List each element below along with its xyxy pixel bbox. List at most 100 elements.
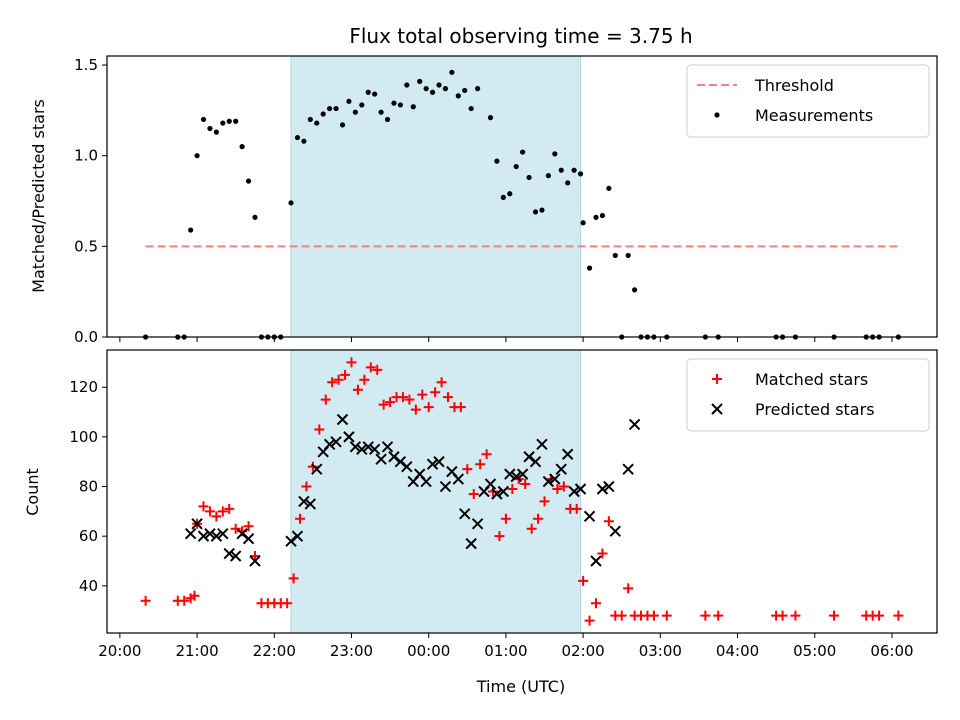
data-point (545, 173, 551, 179)
data-point (593, 214, 599, 220)
axes-frame (106, 55, 938, 338)
data-point (571, 167, 577, 173)
data-point (558, 167, 564, 173)
data-point (874, 610, 885, 621)
data-point (468, 105, 474, 112)
data-point (426, 458, 439, 470)
data-point (500, 194, 506, 201)
data-point (417, 389, 428, 400)
axes-frame (106, 349, 938, 634)
data-point (365, 89, 371, 95)
data-point (455, 93, 461, 99)
data-point (603, 516, 614, 527)
data-point (417, 78, 423, 84)
data-point (356, 443, 368, 456)
data-point (533, 513, 544, 524)
data-point (291, 530, 304, 542)
data-point (552, 151, 558, 157)
data-point (616, 610, 627, 621)
data-point (497, 485, 510, 498)
data-point (462, 87, 468, 94)
data-point (603, 480, 615, 493)
data-point (623, 583, 634, 594)
data-point (532, 209, 539, 215)
data-point (648, 610, 659, 621)
data-point (455, 402, 466, 413)
data-point (301, 138, 307, 144)
data-point (555, 463, 567, 475)
data-point (352, 384, 363, 395)
data-point (491, 488, 503, 500)
data-point (596, 483, 609, 495)
data-point (311, 463, 323, 475)
legend-label: Threshold (754, 76, 834, 95)
x-tick-label: 21:00 (175, 642, 218, 660)
data-point (516, 468, 529, 480)
data-point (700, 610, 711, 621)
data-point (288, 573, 299, 584)
data-point (333, 374, 344, 385)
data-point (200, 116, 207, 123)
data-point (336, 413, 349, 426)
data-point (423, 86, 429, 92)
data-point (442, 86, 449, 92)
legend-marker (712, 374, 722, 384)
data-point (282, 598, 293, 609)
data-point (631, 287, 638, 293)
data-point (452, 473, 465, 485)
series-matched-stars (140, 357, 904, 626)
legend-marker (711, 403, 723, 415)
x-tick-label: 01:00 (484, 642, 527, 660)
data-point (597, 548, 608, 559)
data-point (513, 163, 519, 170)
data-point (372, 364, 383, 375)
data-point (529, 456, 542, 468)
data-point (423, 402, 434, 413)
data-point (397, 102, 403, 108)
legend-marker (714, 112, 720, 118)
legend-label: Matched stars (755, 370, 868, 389)
data-point (194, 153, 200, 159)
data-point (359, 102, 365, 108)
data-point (249, 551, 260, 562)
data-point (471, 518, 484, 530)
data-point (243, 521, 254, 532)
data-point (204, 527, 216, 540)
data-point (239, 144, 245, 150)
data-point (404, 394, 415, 405)
data-point (388, 451, 400, 463)
data-point (327, 105, 333, 112)
data-point (230, 523, 241, 534)
data-point (539, 207, 545, 213)
legend-label: Measurements (755, 106, 873, 125)
data-point (184, 527, 197, 540)
data-point (204, 506, 215, 517)
data-point (210, 530, 223, 542)
data-point (520, 149, 526, 155)
data-point (307, 116, 313, 123)
data-point (330, 436, 342, 448)
x-tick-label: 02:00 (562, 642, 605, 660)
data-point (571, 503, 582, 514)
data-point (343, 431, 355, 443)
data-point (568, 485, 580, 498)
data-point (295, 513, 306, 524)
data-point (333, 105, 339, 112)
data-point (378, 399, 389, 410)
data-point (294, 134, 301, 141)
data-point (430, 387, 441, 398)
data-point (410, 404, 421, 415)
data-point (368, 443, 381, 456)
data-point (468, 488, 479, 499)
data-point (487, 115, 494, 121)
data-point (494, 158, 500, 164)
x-tick-label: 20:00 (98, 642, 141, 660)
data-point (362, 441, 374, 453)
data-point (420, 475, 432, 488)
data-point (580, 220, 586, 226)
data-point (189, 590, 200, 601)
data-point (320, 111, 326, 117)
data-point (229, 550, 242, 562)
data-point (223, 547, 235, 560)
